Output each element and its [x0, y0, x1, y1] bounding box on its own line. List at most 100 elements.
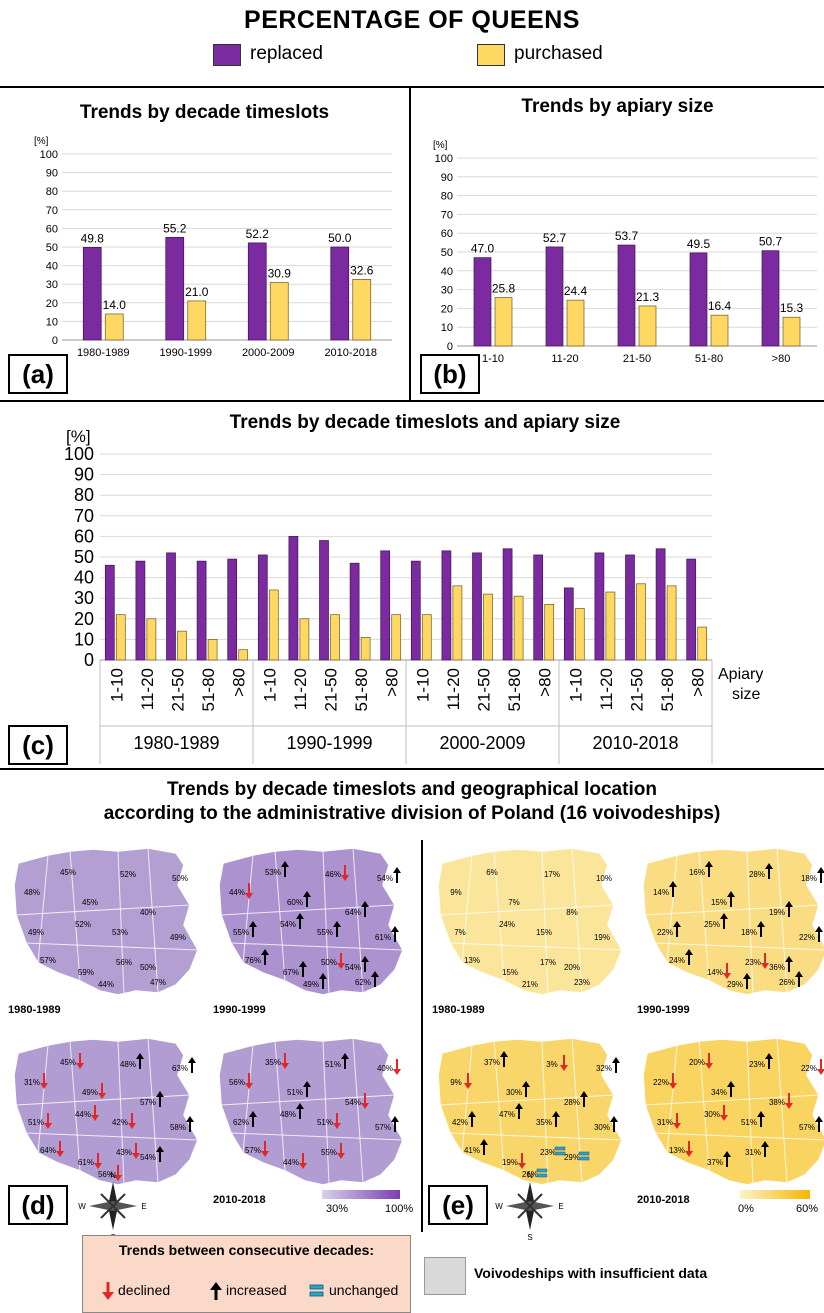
arrow-up-icon — [156, 1146, 164, 1152]
voivodeship-border — [449, 1132, 623, 1141]
data-label: 21.3 — [636, 290, 660, 304]
region-value: 76% — [245, 956, 261, 965]
region-value: 9% — [450, 1078, 462, 1087]
arrow-down-icon — [261, 1151, 269, 1157]
region-value: 31% — [745, 1148, 761, 1157]
y-tick-label: 40 — [46, 261, 58, 273]
legend-label-replaced: replaced — [250, 43, 323, 64]
data-label: 49.8 — [81, 231, 105, 245]
x-tick-label: 1-10 — [566, 668, 585, 702]
maps-title-line2: according to the administrative division… — [103, 803, 721, 824]
data-label: 16.4 — [708, 299, 732, 313]
bar-purchased — [452, 585, 463, 661]
region-value: 40% — [140, 908, 156, 917]
region-value: 17% — [540, 958, 556, 967]
divider-ab — [409, 86, 411, 400]
bar-replaced — [257, 554, 268, 661]
arrow-up-icon — [281, 861, 289, 867]
region-value: 57% — [375, 1123, 391, 1132]
y-tick-label: 50 — [46, 242, 58, 254]
chart-b: [%] 0 10 20 30 40 50 60 70 80 90 100 47.0 25.8 1-10 52.… — [433, 140, 817, 365]
arrow-down-icon — [393, 1069, 401, 1075]
region-value: 30% — [704, 1110, 720, 1119]
arrow-up-icon — [391, 926, 399, 932]
voivodeship-border — [571, 847, 583, 994]
x-tick-label: 11-20 — [444, 668, 463, 710]
region-value: 37% — [484, 1058, 500, 1067]
region-value: 52% — [75, 920, 91, 929]
compass-w: W — [495, 1202, 503, 1211]
region-value: 50% — [172, 874, 188, 883]
bar-purchased — [391, 614, 402, 661]
arrow-down-icon — [673, 1123, 681, 1129]
x-tick-label: >80 — [689, 668, 708, 697]
region-value: 59% — [78, 968, 94, 977]
voivodeship-border — [666, 854, 678, 964]
bar-purchased — [483, 593, 493, 661]
arrow-down-icon — [705, 1063, 713, 1069]
map-2010-2018: 35% 51% 56% 40% 51% 54% 62% 48% 51% 57% 57% 44% 55% — [218, 1037, 404, 1186]
y-tick-label: 100 — [64, 444, 94, 464]
region-value: 54% — [280, 920, 296, 929]
region-value: 46% — [325, 870, 341, 879]
y-tick-label: 100 — [435, 153, 453, 165]
bar-purchased — [544, 604, 555, 661]
arrow-up-icon — [249, 1111, 257, 1117]
region-value: 44% — [229, 888, 245, 897]
bar-purchased — [513, 595, 524, 661]
voivodeship-border — [117, 1040, 125, 1186]
region-value: 44% — [283, 1158, 299, 1167]
scale-purple-max: 100% — [385, 1203, 414, 1215]
region-value: 57% — [799, 1123, 815, 1132]
region-value: 10% — [596, 874, 612, 883]
arrow-up-icon — [757, 1111, 765, 1117]
x-axis-label: Apiary — [718, 666, 763, 683]
x-tick-label: 21-50 — [475, 668, 494, 711]
bar-purchased — [299, 618, 310, 661]
trend-legend: Trends between consecutive decades: decl… — [82, 1235, 411, 1313]
bar-replaced — [594, 552, 605, 661]
bar-purchased — [710, 314, 729, 347]
y-tick-label: 40 — [74, 568, 94, 588]
arrow-down-icon — [361, 1103, 369, 1109]
y-tick-label: 60 — [46, 223, 58, 235]
panel-label-c: (c) — [8, 725, 68, 765]
data-label: 25.8 — [492, 281, 516, 295]
map-decade-label: 1990-1999 — [637, 1004, 690, 1016]
equals-icon — [554, 1151, 566, 1156]
bar-replaced — [380, 550, 391, 661]
bar-replaced — [227, 558, 238, 661]
region-value: 19% — [502, 1158, 518, 1167]
region-value: 20% — [689, 1058, 705, 1067]
group-label: 1990-1999 — [286, 733, 372, 753]
map-decade-label: 2010-2018 — [637, 1194, 690, 1206]
voivodeship-border — [242, 1044, 254, 1154]
voivodeship-border — [69, 1040, 81, 1172]
bar-replaced — [761, 250, 780, 347]
map-2000-2009: 37% 3% 9% 32% 30% 28% 42% 47% 35% 30% 41% 19% 23% 29%… — [437, 1037, 623, 1186]
y-tick-label: 0 — [52, 335, 58, 347]
bar-purchased — [238, 649, 249, 661]
divider-top — [0, 86, 824, 88]
region-value: 7% — [508, 898, 520, 907]
voivodeship-border — [776, 1037, 788, 1184]
x-tick-label: 1980-1989 — [77, 347, 130, 359]
compass-s: S — [527, 1233, 532, 1242]
arrow-down-icon — [333, 1123, 341, 1129]
region-value: 35% — [265, 1058, 281, 1067]
region-value: 49% — [28, 928, 44, 937]
trend-legend-title: Trends between consecutive decades: — [118, 1242, 375, 1258]
x-tick-label: 21-50 — [628, 668, 647, 711]
equals-icon — [536, 1173, 548, 1178]
region-value: 18% — [801, 874, 817, 883]
x-tick-label: 1-10 — [260, 668, 279, 702]
arrow-up-icon — [319, 973, 327, 979]
arrow-up-icon — [761, 1141, 769, 1147]
region-value: 50% — [140, 963, 156, 972]
region-value: 45% — [82, 898, 98, 907]
voivodeship-border — [746, 1040, 754, 1186]
color-scale-purple — [322, 1190, 400, 1199]
y-tick-label: 70 — [46, 205, 58, 217]
bar-purchased — [352, 279, 372, 341]
